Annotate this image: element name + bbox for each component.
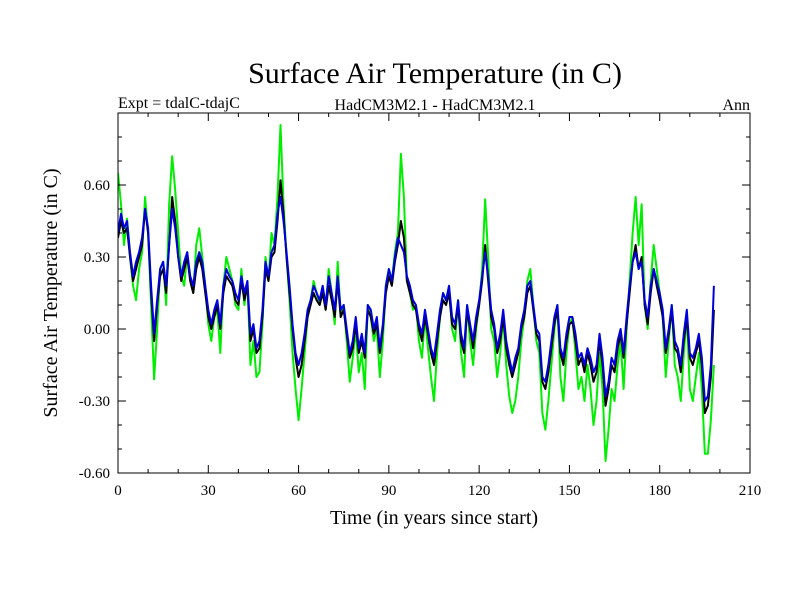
y-tick-label: 0.60 (84, 178, 110, 194)
series-green-line (118, 124, 715, 462)
plot-frame (117, 112, 751, 474)
x-tick-label: 0 (114, 483, 122, 499)
y-tick-label: -0.30 (79, 394, 110, 410)
chart-title: Surface Air Temperature (in C) (248, 57, 622, 90)
series-layer (118, 124, 715, 462)
y-axis-label: Surface Air Temperature (in C) (40, 168, 62, 417)
x-tick-label: 60 (291, 483, 306, 499)
y-tick-label: 0.00 (84, 322, 110, 338)
axis-ticks (117, 112, 751, 474)
period-label: Ann (722, 97, 750, 114)
x-axis-label: Time (in years since start) (330, 507, 538, 529)
experiment-label: Expt = tdalC-tdajC (118, 95, 240, 112)
x-tick-label: 30 (201, 483, 216, 499)
x-tick-label: 150 (558, 483, 581, 499)
x-tick-labels: 0 30 60 90 120 150 180 210 (114, 483, 761, 499)
series-blue-line (118, 196, 715, 402)
y-tick-label: -0.60 (79, 466, 110, 482)
y-tick-labels: -0.60 -0.30 0.00 0.30 0.60 (79, 178, 110, 482)
x-tick-label: 180 (648, 483, 671, 499)
x-tick-label: 210 (739, 483, 762, 499)
x-tick-label: 90 (381, 483, 396, 499)
model-label: HadCM3M2.1 - HadCM3M2.1 (335, 97, 536, 114)
y-tick-label: 0.30 (84, 250, 110, 266)
x-tick-label: 120 (468, 483, 491, 499)
